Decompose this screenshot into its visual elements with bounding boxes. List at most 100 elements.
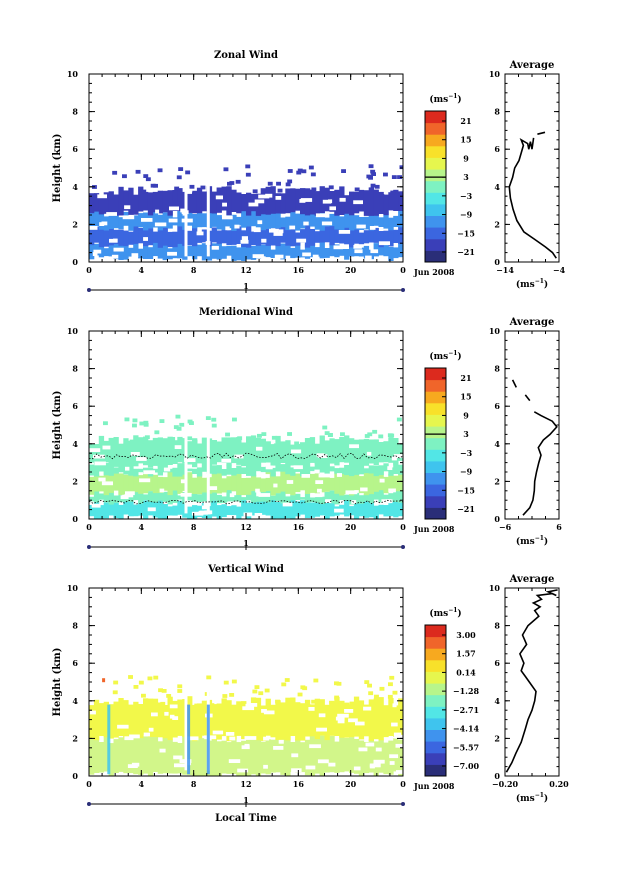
field-cell [187,468,193,472]
field-cell [265,466,271,473]
x-tick-label: 12 [240,779,251,789]
field-cell [167,506,173,516]
field-speck [383,172,388,177]
field-cell [192,192,198,214]
field-speck [176,426,182,431]
field-cell [349,506,355,516]
field-cell [378,488,384,503]
field-speck [147,676,153,681]
field-cell [275,462,281,472]
field-speck [166,694,172,698]
field-cell [113,739,119,773]
field-speck [311,187,317,192]
profile-y-tick-label: 10 [489,326,501,336]
field-cell [226,464,232,475]
field-speck [387,433,393,438]
field-cell [344,195,350,214]
field-gap [314,469,320,474]
field-cell [167,190,173,216]
field-speck [354,187,360,192]
field-speck [158,688,163,693]
field-cell [192,740,198,776]
field-cell [353,462,360,475]
field-cell [192,704,198,742]
field-cell [196,232,203,243]
profile-x-tick-label: −14 [496,265,514,275]
field-cell [329,477,335,491]
field-cell [295,241,301,258]
field-cell [231,226,237,245]
field-cell [329,438,335,464]
field-cell [290,467,296,476]
field-speck [112,170,118,175]
field-cell [196,443,203,464]
field-gap [308,707,315,711]
field-cell [319,211,325,231]
field-gap [291,753,299,758]
field-cell [231,189,237,212]
field-cell [290,224,296,247]
field-speck [139,439,145,444]
field-cell [113,471,119,491]
colorbar-swatch [425,460,446,473]
field-speck [115,702,121,707]
field-speck [275,699,280,704]
field-cell [167,493,173,505]
field-cell [236,742,242,776]
field-cell [344,473,350,495]
colorbar-swatch [425,379,446,392]
field-cell [98,435,105,467]
field-cell [177,240,183,259]
colorbar: (ms−1) 21 15 9 3 −3 −9 −15 −21 [424,93,475,263]
field-speck [370,701,376,705]
field-gap [316,453,325,458]
field-cell [270,249,276,258]
date-label: Jun 2008 [413,524,455,534]
field-cell [216,215,222,230]
date-bar-end [401,545,405,549]
field-gap [318,713,326,718]
field-cell [152,191,159,213]
profile-line [508,137,557,259]
field-cell [167,469,173,496]
field-cell [339,216,345,231]
field-cell [329,735,335,773]
field-cell [255,242,262,259]
field-gap [101,481,113,486]
field-speck [329,700,334,705]
colorbar-swatch [425,111,446,124]
field-cell [162,212,168,228]
colorbar-tick-label: −7.00 [453,761,480,771]
field-gap [154,222,167,227]
field-cell [128,216,134,231]
x-tick-label: 0 [400,522,406,532]
field-cell [138,248,144,259]
colorbar-swatch [425,671,446,684]
field-cell [231,214,237,231]
field-cell [383,211,389,229]
field-cell [128,247,134,257]
field-cell [201,437,208,464]
field-cell [196,467,203,477]
field-cell [358,232,365,245]
field-cell [147,736,154,776]
field-gap [317,488,322,493]
field-cell [270,499,276,519]
date-marker: 1 [243,281,249,291]
field-cell [192,438,198,468]
colorbar-tick-label: −3 [460,191,473,201]
field-cell [152,437,159,466]
field-cell [108,215,114,229]
field-cell [118,473,124,495]
field-cell [378,739,384,773]
field-cell [383,244,389,257]
field-gap [328,762,336,767]
field-cell [324,187,330,212]
field-cell [236,192,242,214]
field-speck [141,693,146,698]
field-cell [138,492,144,504]
field-cell [98,742,105,773]
field-cell [196,469,203,495]
field-cell [221,478,227,493]
field-speck [237,436,243,441]
